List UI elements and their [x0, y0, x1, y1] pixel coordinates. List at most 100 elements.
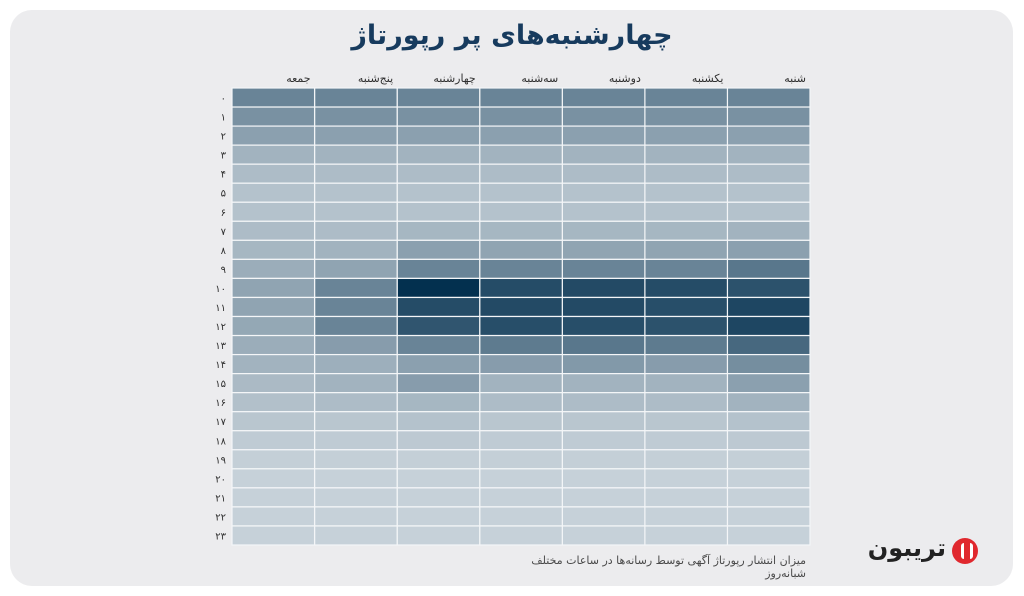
row-label: ۵: [221, 189, 226, 200]
heatmap-cell: [644, 106, 729, 127]
column-label: جمعه: [286, 72, 310, 85]
heatmap-cell: [726, 449, 811, 470]
heatmap-cell: [726, 353, 811, 375]
heatmap-cell: [561, 201, 646, 222]
heatmap-cell: [479, 220, 563, 241]
heatmap-cell: [726, 487, 811, 508]
heatmap-cell: [313, 296, 398, 318]
row-label: ۲: [221, 132, 226, 143]
heatmap-cell: [396, 144, 481, 165]
heatmap-cell: [561, 392, 646, 413]
heatmap-cell: [313, 468, 398, 489]
row-label: ۶: [221, 208, 226, 219]
heatmap-cell: [726, 125, 811, 146]
row-label: ۲۲: [215, 512, 226, 523]
heatmap-cell: [644, 353, 729, 375]
heatmap-cell: [479, 296, 563, 318]
heatmap-cell: [644, 201, 729, 222]
heatmap-cell: [726, 201, 811, 222]
heatmap-cell: [313, 392, 398, 413]
row-label: ۱۷: [215, 417, 226, 428]
heatmap-cell: [726, 373, 811, 394]
heatmap-cell: [644, 258, 729, 280]
heatmap-cell: [726, 315, 811, 337]
heatmap-cell: [231, 87, 316, 108]
heatmap-cell: [479, 182, 563, 203]
heatmap-cell: [726, 506, 811, 527]
heatmap-cell: [726, 277, 811, 299]
heatmap-cell: [231, 258, 316, 280]
heatmap-cell: [231, 277, 316, 299]
heatmap-cell: [479, 125, 563, 146]
heatmap-cell: [726, 87, 811, 108]
heatmap-cell: [396, 220, 481, 241]
heatmap-cell: [644, 411, 729, 432]
heatmap-cell: [396, 334, 481, 356]
heatmap-cell: [561, 239, 646, 260]
tribune-logo-icon: [952, 538, 978, 564]
heatmap-cell: [479, 315, 563, 337]
heatmap-cell: [561, 277, 646, 299]
row-label: ۱۵: [215, 379, 226, 390]
column-label: شنبه: [784, 72, 806, 85]
heatmap-cell: [396, 525, 481, 546]
heatmap-cell: [313, 430, 398, 451]
heatmap-cell: [313, 487, 398, 508]
heatmap-cell: [726, 258, 811, 280]
heatmap-cell: [644, 239, 729, 260]
heatmap-cell: [313, 277, 398, 299]
heatmap-cell: [726, 106, 811, 127]
heatmap-cell: [479, 353, 563, 375]
heatmap-cell: [231, 506, 316, 527]
heatmap-cell: [479, 106, 563, 127]
heatmap-cell: [396, 239, 481, 260]
heatmap-cell: [561, 296, 646, 318]
row-label: ۱: [221, 113, 226, 124]
heatmap-cell: [726, 144, 811, 165]
heatmap-cell: [231, 106, 316, 127]
heatmap-cell: [561, 373, 646, 394]
heatmap-cell: [561, 182, 646, 203]
heatmap-cell: [644, 430, 729, 451]
heatmap-cell: [479, 258, 563, 280]
row-label: ۱۶: [215, 398, 226, 409]
heatmap-cell: [479, 144, 563, 165]
heatmap-cell: [231, 182, 316, 203]
heatmap-cell: [479, 449, 563, 470]
heatmap-cell: [644, 468, 729, 489]
heatmap-cell: [231, 125, 316, 146]
row-label: ۴: [221, 170, 226, 181]
heatmap-cell: [479, 525, 563, 546]
row-label: ۸: [221, 246, 227, 257]
heatmap-cell: [231, 239, 316, 260]
heatmap-cell: [726, 296, 811, 318]
heatmap-cell: [726, 163, 811, 184]
heatmap-cell: [231, 487, 316, 508]
heatmap-cell: [479, 411, 563, 432]
heatmap-cell: [313, 315, 398, 337]
heatmap-cell: [561, 353, 646, 375]
heatmap-cell: [479, 373, 563, 394]
heatmap-cell: [561, 334, 646, 356]
heatmap-cell: [561, 144, 646, 165]
heatmap-cell: [313, 163, 398, 184]
heatmap-cell: [561, 487, 646, 508]
heatmap-cell: [479, 87, 563, 108]
row-label: ۱۹: [215, 455, 226, 466]
column-label: دوشنبه: [609, 72, 641, 85]
heatmap-cell: [479, 430, 563, 451]
heatmap-cell: [561, 430, 646, 451]
heatmap-cell: [396, 125, 481, 146]
heatmap-cell: [313, 411, 398, 432]
heatmap-cell: [231, 315, 316, 337]
heatmap-cell: [396, 201, 481, 222]
brand-logo: تریبون: [848, 532, 988, 572]
heatmap-cell: [313, 373, 398, 394]
heatmap-cell: [644, 87, 729, 108]
heatmap-cell: [726, 468, 811, 489]
row-label: ۱۲: [215, 322, 226, 333]
heatmap-cell: [231, 373, 316, 394]
heatmap-cell: [231, 163, 316, 184]
heatmap-cell: [313, 201, 398, 222]
